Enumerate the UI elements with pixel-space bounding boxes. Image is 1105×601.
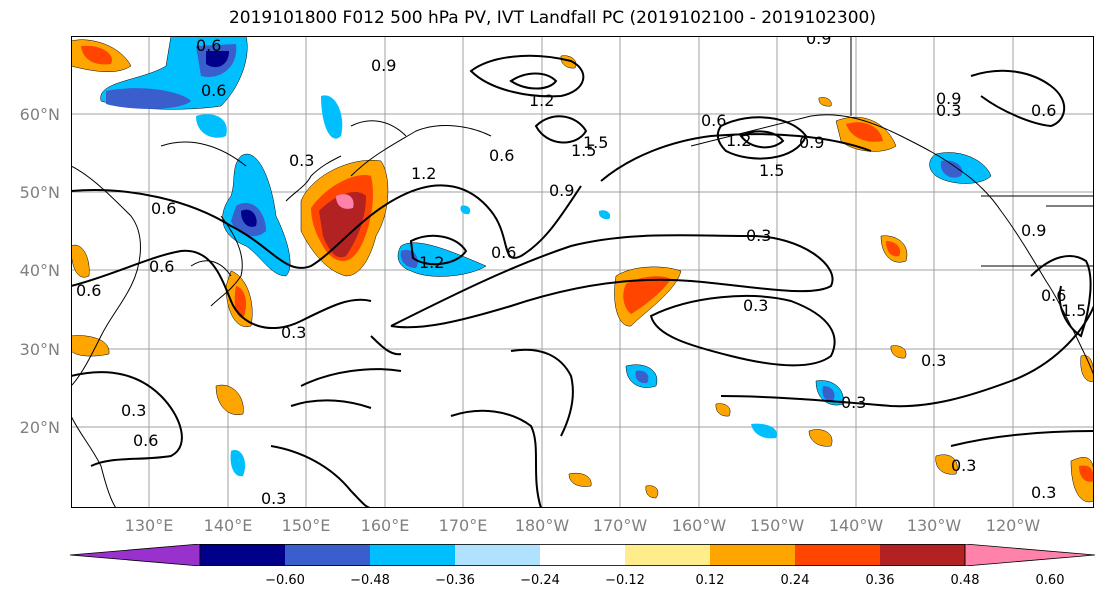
contour-label: 0.9 [1021,221,1046,240]
colorbar-frame [199,544,966,566]
lat-label-40: 40°N [19,261,60,280]
lat-label-50: 50°N [19,183,60,202]
contour-label: 1.5 [571,141,596,160]
lon-label-140e: 140°E [203,516,253,535]
map-title: 2019101800 F012 500 hPa PV, IVT Landfall… [228,8,876,28]
contour-label: 0.3 [746,226,771,245]
pv-contours [71,54,1094,508]
colorbar-tick-label: −0.24 [520,573,560,588]
lon-label-130e: 130°E [124,516,174,535]
gridlines [71,36,1094,508]
colorbar-tick-label: 0.36 [865,573,895,588]
colorbar-segment [880,544,965,566]
contour-label: 0.6 [151,199,176,218]
contour-label: 0.6 [76,281,101,300]
colorbar-tick-label: 0.24 [780,573,810,588]
lon-label-180w: 180°W [514,516,570,535]
colorbar-segment [795,544,880,566]
colorbar-extend-min [70,544,201,566]
contour-label: 0.3 [936,101,961,120]
map-border [71,36,1094,508]
contour-label: 1.5 [759,161,784,180]
contour-label: 0.9 [799,133,824,152]
colorbar-extend-max [964,544,1095,566]
lat-label-20: 20°N [19,418,60,437]
pv-anomaly-fills [71,36,1094,503]
contour-label: 0.6 [491,243,516,262]
contour-label: 0.9 [936,89,961,108]
contour-label: 0.3 [921,351,946,370]
contour-label: 0.3 [289,151,314,170]
contour-label: 0.9 [549,181,574,200]
contour-label: 0.6 [1041,286,1066,305]
coastlines [71,36,1094,508]
colorbar-tick-label: 0.12 [695,573,725,588]
lon-label-170w: 170°W [592,516,648,535]
lon-label-120w: 120°W [985,516,1041,535]
colorbar-segment [285,544,370,566]
colorbar-tick-label: 0.48 [950,573,980,588]
contour-label: 0.3 [121,401,146,420]
colorbar-segment [455,544,540,566]
lon-label-140w: 140°W [828,516,884,535]
contour-label: 1.2 [529,91,554,110]
contour-label: 0.3 [261,489,286,508]
colorbar-segment [710,544,795,566]
colorbar-segment [370,544,455,566]
contour-label: 0.3 [281,323,306,342]
lat-label-30: 30°N [19,340,60,359]
colorbar-tick-label: −0.12 [605,573,645,588]
contour-label: 0.6 [196,36,221,55]
contour-label: 0.9 [806,36,831,48]
contour-label: 1.2 [726,131,751,150]
colorbar-tick-label: −0.60 [265,573,305,588]
colorbar-tick-label: −0.36 [435,573,475,588]
contour-labels: 0.6 0.9 0.9 0.9 0.6 0.3 1.2 0.6 1.5 1.2 … [76,36,1086,508]
lon-label-150w: 150°W [749,516,805,535]
colorbar-segment [625,544,710,566]
contour-label: 0.3 [1031,483,1056,502]
lon-label-160e: 160°E [360,516,410,535]
contour-label: 0.6 [1031,101,1056,120]
pv-contours-thin [160,120,407,277]
contour-label: 0.6 [701,111,726,130]
contour-label: 0.6 [133,431,158,450]
contour-label: 0.6 [201,81,226,100]
lon-label-150e: 150°E [281,516,331,535]
contour-label: 0.9 [371,56,396,75]
colorbar-segment [200,544,285,566]
contour-label: 1.2 [419,253,444,272]
colorbar-segment [540,544,625,566]
contour-label: 1.5 [1061,301,1086,320]
contour-label: 1.2 [411,164,436,183]
contour-label: 1.5 [583,133,608,152]
contour-label: 0.6 [489,146,514,165]
colorbar [70,544,1095,566]
contour-label: 0.6 [149,257,174,276]
lon-label-170e: 170°E [438,516,488,535]
colorbar-tick-label: −0.48 [350,573,390,588]
lat-label-60: 60°N [19,105,60,124]
colorbar-tick-label: 0.60 [1035,573,1065,588]
map-panel[interactable]: 0.6 0.9 0.9 0.9 0.6 0.3 1.2 0.6 1.5 1.2 … [71,36,1094,508]
contour-label: 0.3 [841,393,866,412]
lon-label-130w: 130°W [906,516,962,535]
contour-label: 0.3 [951,456,976,475]
contour-label: 0.3 [743,296,768,315]
lon-label-160w: 160°W [671,516,727,535]
